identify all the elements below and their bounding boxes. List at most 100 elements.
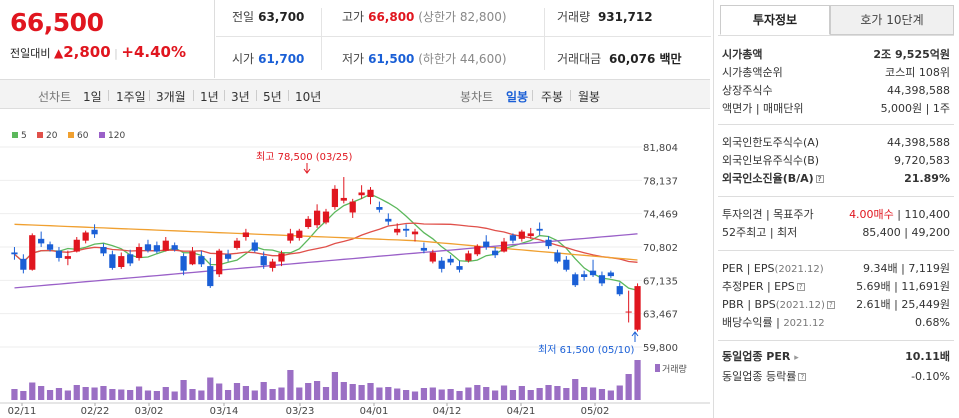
candle-weekly[interactable]: 주봉 bbox=[541, 90, 564, 104]
candle-body bbox=[394, 228, 401, 233]
legend-label-5: 5 bbox=[21, 131, 27, 141]
volume-bar bbox=[180, 380, 187, 400]
volume-bar bbox=[313, 381, 321, 400]
shares-row: 상장주식수 44,398,588 bbox=[722, 84, 950, 97]
volume-bar bbox=[367, 383, 374, 400]
candle-body bbox=[91, 229, 98, 235]
dividend-row: 배당수익률 | 2021.12 0.68% bbox=[722, 316, 950, 329]
trade-amount: 거래대금 60,076 백만 bbox=[557, 52, 682, 66]
tab-order-book[interactable]: 호가 10단계 bbox=[830, 5, 954, 35]
foreign-hold-row: 외국인보유주식수(B) 9,720,583 bbox=[722, 154, 950, 167]
y-tick-label: 78,137 bbox=[643, 176, 678, 187]
candle-body bbox=[429, 252, 436, 262]
y-tick-label: 70,802 bbox=[643, 243, 678, 254]
candle-body bbox=[46, 244, 54, 250]
volume-bar bbox=[349, 384, 356, 400]
up-arrow-icon: ▲ bbox=[53, 46, 64, 60]
low-annotation: 최저 61,500 (05/10) bbox=[538, 344, 634, 356]
legend-swatch-60 bbox=[68, 132, 74, 138]
y-tick-label: 59,800 bbox=[643, 343, 678, 354]
candle-body bbox=[536, 228, 543, 231]
volume-bar bbox=[127, 390, 134, 400]
volume-bar bbox=[465, 387, 472, 400]
candle-body bbox=[625, 311, 632, 313]
candle-body bbox=[260, 256, 267, 266]
volume-bar bbox=[296, 387, 303, 400]
x-tick-label: 03/02 bbox=[135, 406, 164, 417]
volume-bar bbox=[500, 385, 508, 400]
candle-body bbox=[518, 231, 525, 239]
market-cap-row: 시가총액 2조 9,525억원 bbox=[722, 48, 950, 61]
candle-body bbox=[180, 256, 187, 271]
candle-body bbox=[367, 189, 374, 198]
volume-bar bbox=[242, 386, 250, 400]
candle-body bbox=[554, 252, 561, 262]
help-icon[interactable]: ? bbox=[826, 301, 835, 309]
candle-body bbox=[296, 230, 303, 238]
volume-bar bbox=[411, 391, 419, 400]
period-1w[interactable]: 1주일 bbox=[116, 90, 146, 104]
tab-investment-info[interactable]: 투자정보 bbox=[720, 5, 830, 35]
period-1y[interactable]: 1년 bbox=[200, 90, 219, 104]
legend-label-60: 60 bbox=[77, 131, 89, 141]
ma-120-line bbox=[14, 233, 638, 289]
volume-bar bbox=[91, 387, 98, 400]
candle-body bbox=[474, 246, 481, 255]
candle-body bbox=[198, 256, 205, 265]
volume-bar bbox=[82, 387, 89, 400]
volume-bar bbox=[260, 382, 267, 400]
candle-monthly[interactable]: 월봉 bbox=[578, 90, 601, 104]
period-1d[interactable]: 1일 bbox=[83, 90, 102, 104]
volume-bar bbox=[625, 374, 632, 400]
period-10y[interactable]: 10년 bbox=[295, 90, 322, 104]
x-tick-label: 04/12 bbox=[433, 406, 462, 417]
candle-body bbox=[322, 211, 330, 223]
candle-body bbox=[572, 274, 579, 286]
y-tick-label: 67,135 bbox=[643, 276, 678, 287]
volume-bar bbox=[20, 391, 27, 400]
legend-swatch-20 bbox=[37, 132, 43, 138]
legend-swatch-120 bbox=[99, 132, 105, 138]
legend-swatch-5 bbox=[12, 132, 18, 138]
candle-body bbox=[153, 245, 160, 252]
volume-bar bbox=[545, 385, 552, 400]
volume-bar bbox=[340, 382, 347, 400]
candle-daily[interactable]: 일봉 bbox=[506, 90, 529, 104]
candle-body bbox=[100, 247, 107, 254]
volume-bar bbox=[118, 389, 125, 400]
candle-body bbox=[305, 218, 312, 228]
period-3y[interactable]: 3년 bbox=[231, 90, 250, 104]
volume-bar bbox=[198, 390, 205, 400]
investment-info-panel: 투자정보 호가 10단계 시가총액 2조 9,525억원 시가총액순위 코스피 10… bbox=[713, 0, 959, 418]
candle-body bbox=[216, 250, 223, 275]
period-5y[interactable]: 5년 bbox=[263, 90, 282, 104]
volume-bar bbox=[224, 390, 232, 400]
volume-bar bbox=[233, 383, 241, 400]
change-label: 전일대비 bbox=[10, 47, 51, 60]
foreign-ratio-row: 외국인소진율(B/A)? 21.89% bbox=[722, 172, 950, 185]
candle-body bbox=[385, 218, 392, 222]
help-icon[interactable]: ? bbox=[815, 175, 824, 183]
volume-bar bbox=[394, 388, 401, 400]
candle-body bbox=[118, 256, 125, 268]
candle-body bbox=[251, 242, 258, 251]
x-tick-label: 03/23 bbox=[286, 406, 315, 417]
volume-bar bbox=[305, 383, 312, 400]
volume-bar bbox=[46, 390, 54, 400]
period-3m[interactable]: 3개월 bbox=[156, 90, 186, 104]
low-price: 저가 61,500 (하한가 44,600) bbox=[342, 52, 507, 66]
volume-bar bbox=[29, 382, 36, 400]
candle-body bbox=[509, 235, 517, 241]
help-icon[interactable]: ? bbox=[796, 283, 805, 291]
candle-body bbox=[545, 239, 552, 247]
help-icon[interactable]: ? bbox=[798, 373, 807, 381]
change-value: 2,800 bbox=[63, 43, 111, 61]
current-price: 66,500 bbox=[10, 8, 104, 37]
candle-body bbox=[64, 256, 71, 259]
candle-body bbox=[162, 240, 169, 251]
x-tick-label: 05/02 bbox=[581, 406, 610, 417]
volume-bar bbox=[358, 385, 365, 400]
volume-bar bbox=[144, 390, 152, 400]
candle-body bbox=[447, 258, 454, 263]
volume-bar bbox=[287, 370, 294, 400]
